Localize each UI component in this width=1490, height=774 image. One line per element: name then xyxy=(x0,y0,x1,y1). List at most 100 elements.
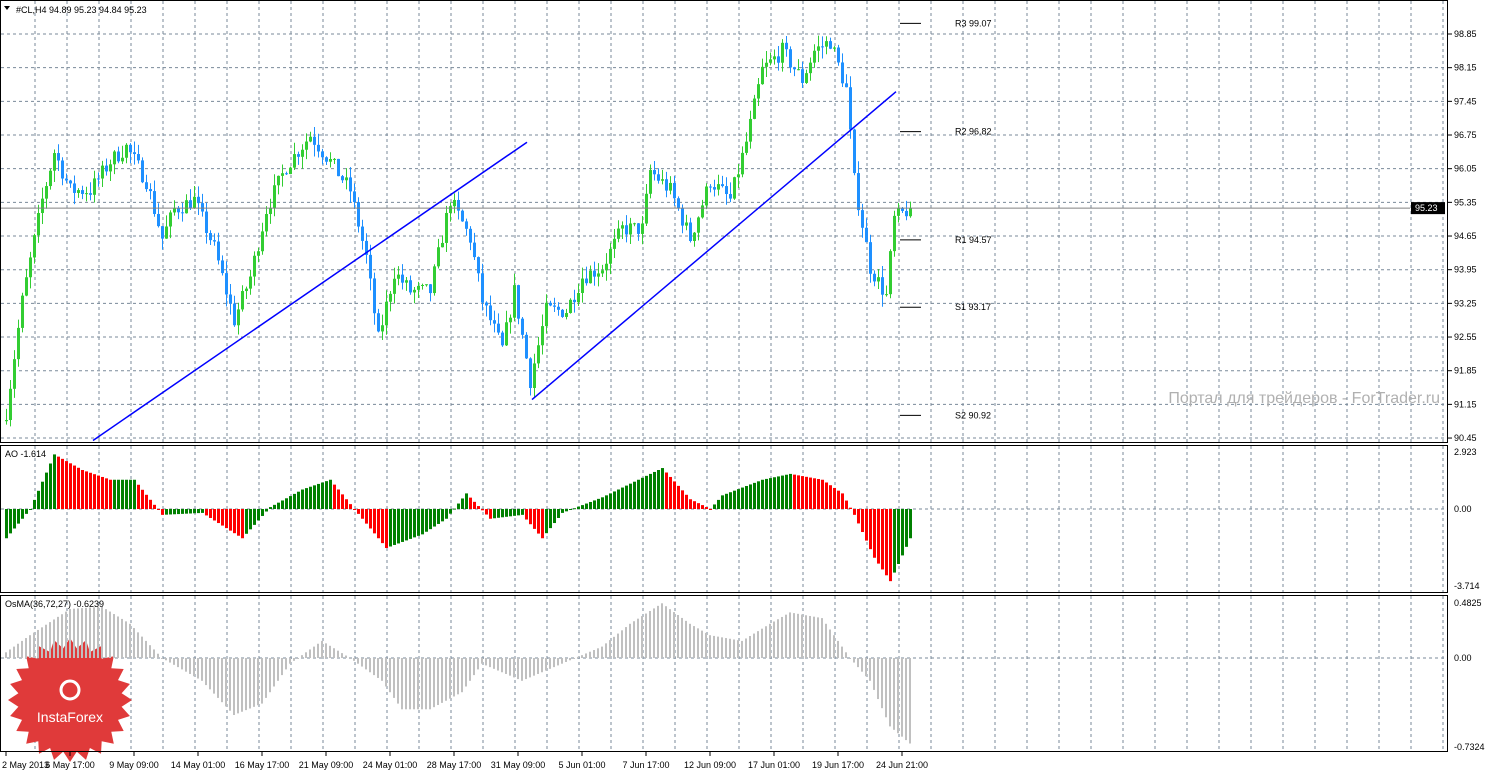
osma-bar xyxy=(385,658,387,687)
ao-bar xyxy=(505,509,508,517)
ao-bar xyxy=(537,509,540,534)
ao-bar xyxy=(593,500,596,509)
candle-body xyxy=(253,255,256,277)
ao-bar xyxy=(309,486,312,509)
ao-bar xyxy=(381,509,384,544)
logo-emblem-icon xyxy=(59,679,81,701)
indicator-tick-label: 0.00 xyxy=(1454,653,1472,663)
price-tick-label: 97.45 xyxy=(1454,96,1477,106)
time-tick-label: 12 Jun 09:00 xyxy=(684,760,736,770)
osma-bar xyxy=(825,623,827,658)
osma-bar xyxy=(53,619,55,658)
candle-body xyxy=(585,278,588,284)
candle-body xyxy=(789,49,792,68)
candle-body xyxy=(273,185,276,209)
candle-body xyxy=(89,193,92,195)
ao-bar xyxy=(149,499,152,509)
candle-body xyxy=(469,228,472,243)
osma-bar xyxy=(261,658,263,704)
ao-bar xyxy=(845,500,848,509)
candle-body xyxy=(137,154,140,161)
ao-bar xyxy=(633,481,636,509)
time-tick-label: 5 Jun 01:00 xyxy=(558,760,605,770)
candle-body xyxy=(245,288,248,292)
osma-bar xyxy=(189,658,191,674)
osma-bar xyxy=(513,658,515,678)
candle-body xyxy=(49,170,52,187)
frames xyxy=(0,0,1448,752)
price-tick-label: 96.05 xyxy=(1454,164,1477,174)
osma-bar xyxy=(805,615,807,658)
ao-bar xyxy=(229,509,232,531)
candle-body xyxy=(389,293,392,302)
osma-bar xyxy=(137,632,139,658)
ao-bar xyxy=(757,481,760,509)
trendline[interactable] xyxy=(531,91,897,401)
candle-body xyxy=(289,167,292,175)
candle-body xyxy=(661,179,664,181)
candle-body xyxy=(205,211,208,234)
osma-bar xyxy=(777,619,779,658)
ao-bar xyxy=(561,509,564,513)
dropdown-triangle-icon[interactable] xyxy=(4,6,10,10)
osma-bar xyxy=(585,653,587,658)
osma-bar xyxy=(829,629,831,658)
chart-header[interactable]: #CL,H4 94.89 95.23 94.84 95.23 xyxy=(4,5,147,15)
ao-bar xyxy=(117,479,120,509)
osma-bar xyxy=(617,633,619,658)
ao-bar xyxy=(801,476,804,509)
candle-body xyxy=(229,294,232,304)
ao-bar xyxy=(589,501,592,509)
osma-bar xyxy=(337,650,339,658)
candle-body xyxy=(185,200,188,214)
candle-body xyxy=(565,313,568,317)
watermark: Портал для трейдеров - ForTrader.ru xyxy=(1168,390,1440,407)
osma-bar xyxy=(509,658,511,676)
candle-body xyxy=(165,226,168,239)
ao-bar xyxy=(73,465,76,509)
osma-bar xyxy=(433,658,435,708)
osma-bar xyxy=(429,658,431,710)
candle-body xyxy=(101,165,104,179)
time-tick-label: 21 May 09:00 xyxy=(299,760,354,770)
ao-bar xyxy=(465,493,468,509)
time-tick-label: 17 Jun 01:00 xyxy=(748,760,800,770)
ao-bar xyxy=(89,472,92,509)
osma-bar xyxy=(293,658,295,661)
osma-bar xyxy=(749,636,751,658)
osma-bar xyxy=(21,640,23,658)
ao-bar xyxy=(33,499,36,509)
trendline[interactable] xyxy=(92,141,528,442)
candle-body xyxy=(61,160,64,179)
ao-bar xyxy=(341,494,344,509)
ao-bar xyxy=(817,479,820,509)
candle-body xyxy=(537,345,540,364)
candle-body xyxy=(217,241,220,261)
price-tick-label: 95.35 xyxy=(1454,197,1477,207)
ao-bar xyxy=(657,470,660,509)
candle-body xyxy=(597,273,600,277)
ao-bar xyxy=(725,493,728,509)
price-tick-label: 93.95 xyxy=(1454,265,1477,275)
ao-bar xyxy=(193,509,196,514)
candle-body xyxy=(857,173,860,211)
price-tick-label: 92.55 xyxy=(1454,332,1477,342)
ao-bar xyxy=(857,509,860,524)
osma-bar xyxy=(473,658,475,676)
indicator-tick-label: 0.00 xyxy=(1454,504,1472,514)
chart-marks: R3 99.07 R2 96.82 R1 94.57 S1 93.17 S2 90.92 xyxy=(1,18,1410,744)
candle-body xyxy=(413,289,416,293)
osma-bar xyxy=(313,646,315,658)
osma-bar xyxy=(877,658,879,700)
osma-bar xyxy=(833,635,835,658)
candle-body xyxy=(657,174,660,181)
candle-body xyxy=(453,199,456,207)
candle-body xyxy=(725,186,728,195)
candle-body xyxy=(77,190,80,193)
osma-bar xyxy=(341,653,343,658)
pivot-label: R3 99.07 xyxy=(955,18,992,28)
osma-bar xyxy=(217,658,219,698)
ao-bar xyxy=(705,507,708,509)
candle-body xyxy=(897,208,900,216)
ao-bar xyxy=(905,509,908,547)
